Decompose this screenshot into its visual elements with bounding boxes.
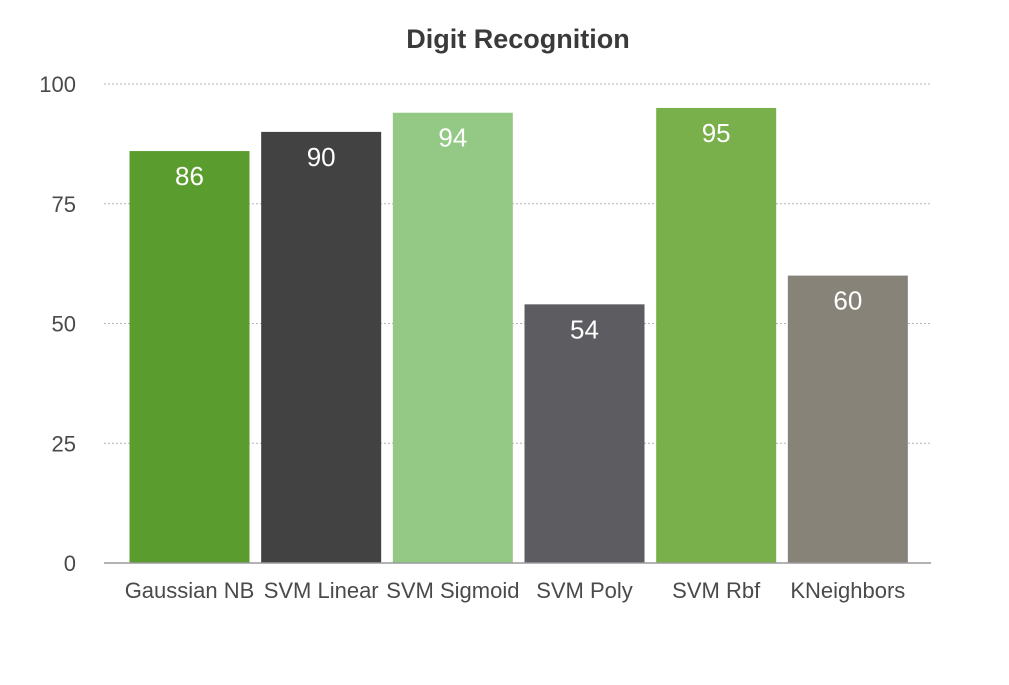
chart-title: Digit Recognition: [406, 24, 629, 54]
x-axis-categories: Gaussian NB SVM Linear SVM Sigmoid SVM Poly…: [125, 578, 906, 603]
bar: [656, 107, 777, 563]
data-label: 94: [438, 123, 467, 153]
bars: [129, 107, 908, 564]
y-tick-label: 75: [52, 192, 76, 217]
y-tick-label: 0: [64, 551, 76, 576]
y-tick-label: 25: [52, 431, 76, 456]
x-category-label: Gaussian NB: [125, 578, 255, 603]
data-label: 86: [175, 161, 204, 191]
x-category-label: SVM Rbf: [672, 578, 761, 603]
bar: [392, 112, 513, 564]
x-category-label: SVM Poly: [536, 578, 633, 603]
y-tick-label: 50: [52, 312, 76, 337]
bar: [129, 151, 250, 563]
x-category-label: KNeighbors: [790, 578, 905, 603]
x-category-label: SVM Sigmoid: [386, 578, 519, 603]
y-tick-label: 100: [39, 72, 76, 97]
data-label: 54: [570, 314, 599, 344]
data-label: 95: [702, 118, 731, 148]
bar: [261, 131, 382, 563]
data-label: 60: [833, 286, 862, 316]
y-axis-ticks: 0 25 50 75 100: [39, 72, 76, 576]
x-category-label: SVM Linear: [264, 578, 379, 603]
bar: [787, 275, 908, 563]
data-labels: 86 90 94 54 95 60: [175, 118, 862, 344]
bar: [524, 304, 645, 563]
data-label: 90: [307, 142, 336, 172]
